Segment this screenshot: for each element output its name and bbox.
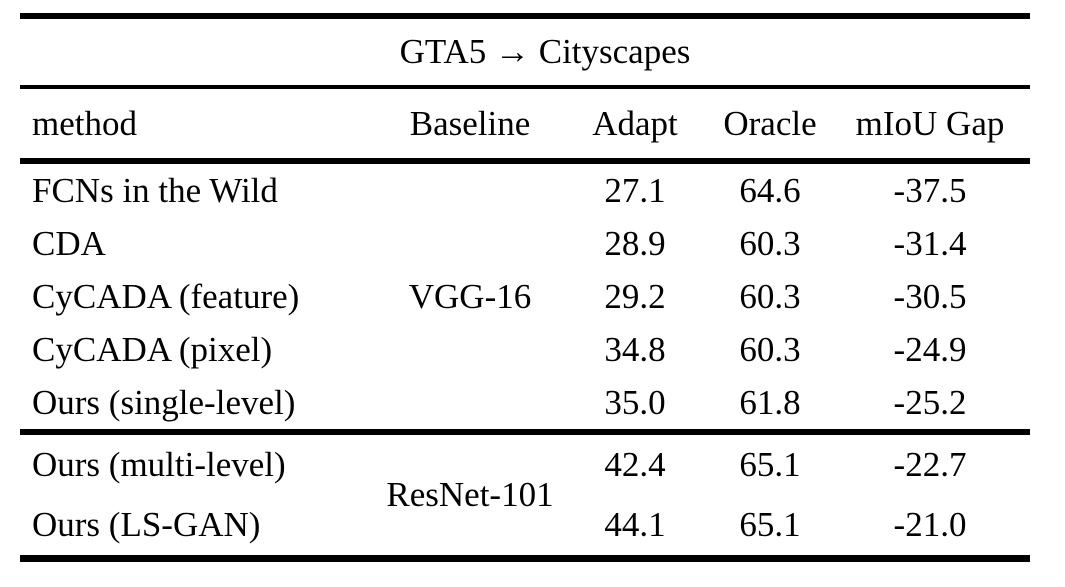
adapt-cell: 29.2 xyxy=(604,276,666,316)
table-title-row: GTA5 → Cityscapes xyxy=(20,19,1030,85)
resnet101-group: Ours (multi-level) 42.4 65.1 -22.7 Ours … xyxy=(20,435,1030,555)
baseline-cell: VGG-16 xyxy=(408,276,532,316)
baseline-cell: ResNet-101 xyxy=(386,475,554,514)
header-row: method Baseline Adapt Oracle mIoU Gap xyxy=(20,89,1030,158)
column-header-miou-gap: mIoU Gap xyxy=(855,103,1005,143)
oracle-cell: 60.3 xyxy=(739,223,801,263)
top-rule xyxy=(20,13,1030,19)
group-separator-rule xyxy=(20,429,1030,435)
adapt-cell: 28.9 xyxy=(604,223,666,263)
title-separator-rule xyxy=(20,85,1030,89)
oracle-cell: 61.8 xyxy=(739,382,801,422)
method-cell: CyCADA (pixel) xyxy=(32,329,273,369)
column-header-baseline: Baseline xyxy=(409,103,531,143)
results-table: GTA5 → Cityscapes method Baseline Adapt … xyxy=(20,13,1030,562)
oracle-cell: 65.1 xyxy=(739,445,801,484)
oracle-cell: 64.6 xyxy=(739,170,801,210)
method-cell: Ours (single-level) xyxy=(32,382,296,422)
method-cell: FCNs in the Wild xyxy=(32,170,278,210)
gap-cell: -21.0 xyxy=(893,505,967,544)
method-cell: CyCADA (feature) xyxy=(32,276,300,316)
oracle-cell: 60.3 xyxy=(739,276,801,316)
gap-cell: -24.9 xyxy=(893,329,967,369)
gap-cell: -31.4 xyxy=(893,223,967,263)
adapt-cell: 35.0 xyxy=(604,382,666,422)
column-header-method: method xyxy=(32,103,137,143)
oracle-cell: 60.3 xyxy=(739,329,801,369)
adapt-cell: 34.8 xyxy=(604,329,666,369)
method-cell: Ours (LS-GAN) xyxy=(32,505,261,544)
header-separator-rule xyxy=(20,158,1030,164)
gap-cell: -22.7 xyxy=(893,445,967,484)
adapt-cell: 27.1 xyxy=(604,170,666,210)
table-title: GTA5 → Cityscapes xyxy=(399,32,691,71)
column-header-oracle: Oracle xyxy=(723,103,817,143)
vgg16-group: FCNs in the Wild 27.1 64.6 -37.5 CDA 28.… xyxy=(20,164,1030,429)
adapt-cell: 42.4 xyxy=(604,445,666,484)
column-header-adapt: Adapt xyxy=(592,103,678,143)
oracle-cell: 65.1 xyxy=(739,505,801,544)
gap-cell: -37.5 xyxy=(893,170,967,210)
method-cell: CDA xyxy=(32,223,106,263)
bottom-rule xyxy=(20,555,1030,562)
adapt-cell: 44.1 xyxy=(604,505,666,544)
gap-cell: -25.2 xyxy=(893,382,967,422)
method-cell: Ours (multi-level) xyxy=(32,445,286,484)
gap-cell: -30.5 xyxy=(893,276,967,316)
